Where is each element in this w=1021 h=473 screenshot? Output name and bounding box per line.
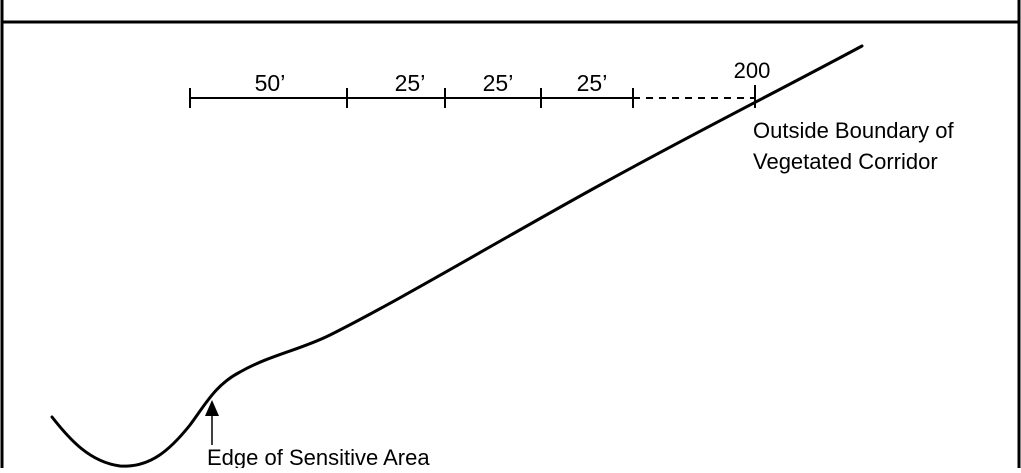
segment-label-4: 25’ — [577, 70, 608, 96]
scale-bar: 50’ 25’ 25’ 25’ 200 — [189, 58, 771, 108]
segment-label-1: 50’ — [255, 70, 286, 96]
boundary-label-line1: Outside Boundary of — [753, 118, 954, 143]
segment-label-3: 25’ — [483, 70, 514, 96]
segment-label-2: 25’ — [395, 70, 426, 96]
arrow-up-icon — [205, 400, 219, 416]
edge-label: Edge of Sensitive Area — [207, 445, 430, 468]
end-label-200: 200 — [734, 58, 771, 83]
boundary-label-line2: Vegetated Corridor — [753, 149, 938, 174]
slope-profile-line — [50, 44, 864, 468]
edge-arrow — [205, 400, 219, 445]
